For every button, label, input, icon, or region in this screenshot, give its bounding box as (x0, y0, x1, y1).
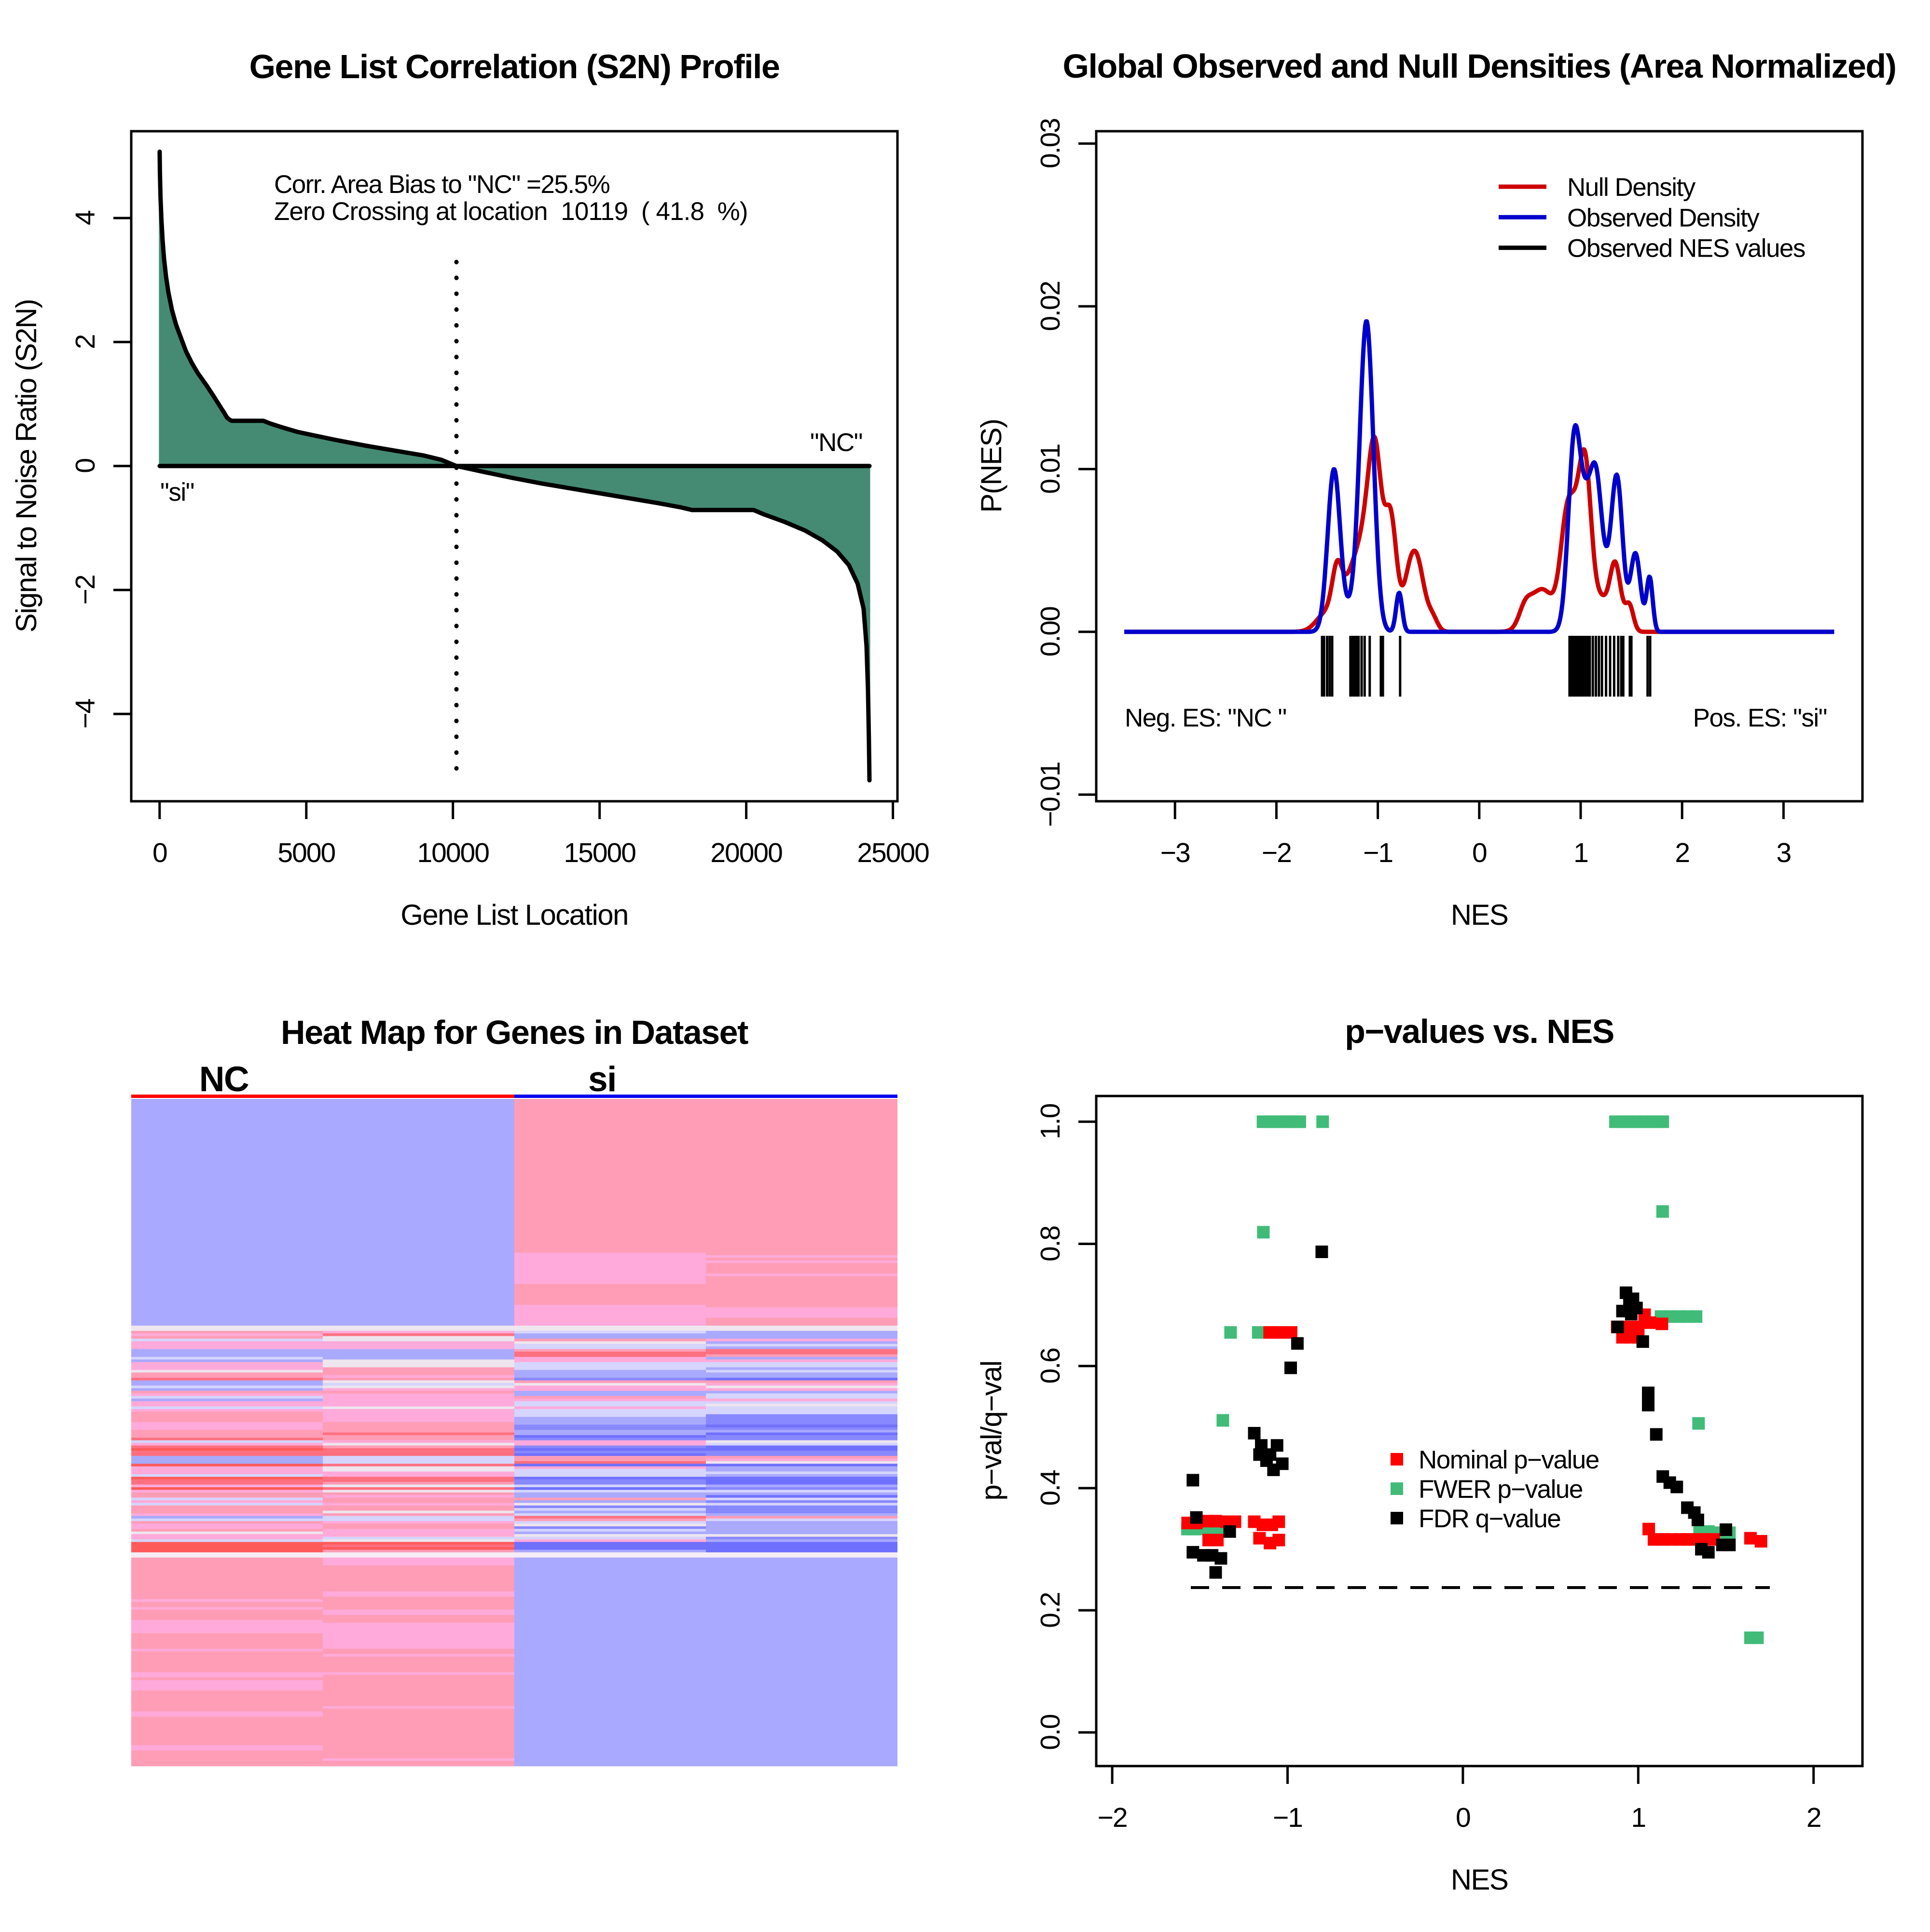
svg-text:Global Observed and Null Densi: Global Observed and Null Densities (Area… (1063, 47, 1896, 85)
svg-text:−1: −1 (1363, 837, 1392, 868)
svg-text:NES: NES (1451, 899, 1508, 931)
svg-text:10000: 10000 (417, 837, 489, 868)
svg-text:p−values vs. NES: p−values vs. NES (1345, 1013, 1614, 1050)
svg-text:P(NES): P(NES) (975, 419, 1007, 513)
svg-text:−0.01: −0.01 (1035, 762, 1066, 827)
svg-text:0.00: 0.00 (1035, 607, 1066, 657)
svg-text:Signal to Noise Ratio (S2N): Signal to Noise Ratio (S2N) (10, 300, 42, 632)
svg-text:0.01: 0.01 (1035, 444, 1066, 494)
svg-text:−2: −2 (70, 575, 101, 605)
svg-text:0: 0 (1472, 837, 1487, 868)
svg-text:0: 0 (1456, 1802, 1470, 1833)
svg-text:FDR q−value: FDR q−value (1419, 1505, 1560, 1533)
svg-text:3: 3 (1777, 837, 1791, 868)
svg-text:−4: −4 (70, 699, 101, 728)
svg-text:−2: −2 (1098, 1802, 1127, 1833)
svg-text:NC: NC (199, 1060, 248, 1099)
svg-text:si: si (588, 1060, 616, 1099)
svg-text:25000: 25000 (857, 837, 929, 868)
svg-text:Gene List Location: Gene List Location (400, 899, 628, 931)
svg-text:5000: 5000 (277, 837, 335, 868)
svg-text:Observed Density: Observed Density (1567, 204, 1760, 232)
svg-text:0.6: 0.6 (1035, 1348, 1066, 1384)
svg-text:1.0: 1.0 (1035, 1104, 1066, 1139)
svg-text:Null Density: Null Density (1567, 173, 1696, 202)
svg-text:−2: −2 (1262, 837, 1291, 868)
svg-text:0.03: 0.03 (1035, 119, 1066, 168)
svg-text:0.4: 0.4 (1035, 1470, 1066, 1506)
svg-text:Neg. ES: "NC ": Neg. ES: "NC " (1125, 704, 1286, 732)
svg-text:p−val/q−val: p−val/q−val (975, 1361, 1007, 1500)
svg-text:Heat Map for Genes in Dataset: Heat Map for Genes in Dataset (281, 1014, 748, 1051)
svg-text:0.02: 0.02 (1035, 282, 1066, 331)
svg-text:Zero Crossing at location 101: Zero Crossing at location 10119 ( 41.8 %… (274, 197, 748, 226)
svg-text:"NC": "NC" (810, 428, 862, 457)
svg-text:0: 0 (152, 837, 167, 868)
svg-text:−3: −3 (1160, 837, 1190, 868)
svg-text:2: 2 (1675, 837, 1689, 868)
svg-text:0: 0 (70, 459, 101, 473)
svg-text:Observed NES values: Observed NES values (1567, 234, 1805, 263)
svg-text:0.2: 0.2 (1035, 1592, 1066, 1628)
svg-text:Pos. ES: "si": Pos. ES: "si" (1693, 704, 1827, 732)
svg-text:20000: 20000 (710, 837, 782, 868)
svg-text:1: 1 (1631, 1802, 1645, 1833)
svg-text:−1: −1 (1273, 1802, 1302, 1833)
svg-text:Nominal p−value: Nominal p−value (1419, 1446, 1599, 1474)
svg-text:4: 4 (70, 210, 101, 225)
svg-text:Corr. Area Bias to "NC" =25.5%: Corr. Area Bias to "NC" =25.5% (274, 170, 610, 199)
svg-text:2: 2 (1806, 1802, 1821, 1833)
svg-text:FWER p−value: FWER p−value (1419, 1475, 1583, 1504)
svg-text:2: 2 (70, 335, 101, 349)
svg-text:15000: 15000 (564, 837, 635, 868)
svg-text:1: 1 (1573, 837, 1588, 868)
svg-text:0.0: 0.0 (1035, 1714, 1066, 1750)
svg-text:0.8: 0.8 (1035, 1226, 1066, 1262)
svg-text:"si": "si" (160, 478, 194, 507)
svg-text:NES: NES (1451, 1863, 1508, 1896)
svg-text:Gene List Correlation (S2N) Pr: Gene List Correlation (S2N) Profile (249, 48, 780, 85)
